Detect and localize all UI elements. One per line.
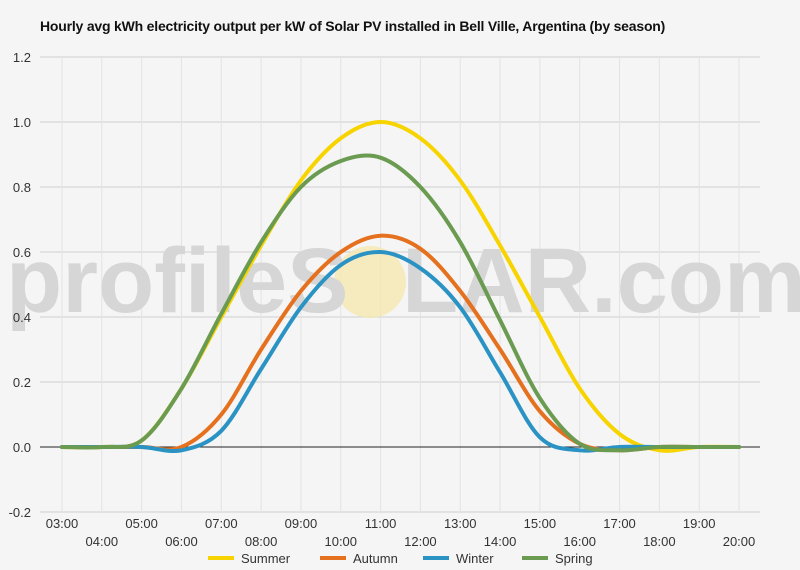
x-tick-label: 05:00 xyxy=(125,516,158,531)
series-lines xyxy=(60,120,741,453)
y-tick-label: -0.2 xyxy=(9,505,31,520)
grid-lines xyxy=(40,56,760,513)
chart-title: Hourly avg kWh electricity output per kW… xyxy=(40,18,666,34)
watermark-sun-icon xyxy=(334,246,406,318)
y-tick-label: 0.8 xyxy=(13,180,31,195)
x-tick-label: 15:00 xyxy=(524,516,557,531)
x-tick-label: 11:00 xyxy=(365,516,397,531)
series-line-spring xyxy=(60,153,741,453)
legend-label-winter: Winter xyxy=(456,551,494,566)
watermark: profileS LAR.com xyxy=(6,230,800,332)
watermark-text-left: profileS xyxy=(6,230,348,332)
x-tick-label: 18:00 xyxy=(643,534,676,549)
y-tick-label: 1.2 xyxy=(13,50,31,65)
x-tick-label: 09:00 xyxy=(285,516,318,531)
y-tick-label: 1.0 xyxy=(13,115,31,130)
x-tick-label: 08:00 xyxy=(245,534,278,549)
y-tick-label: 0.0 xyxy=(13,440,31,455)
x-tick-label: 13:00 xyxy=(444,516,477,531)
x-tick-label: 04:00 xyxy=(86,534,119,549)
x-tick-label: 14:00 xyxy=(484,534,517,549)
y-tick-label: 0.4 xyxy=(13,310,31,325)
x-tick-label: 07:00 xyxy=(205,516,238,531)
x-tick-label: 03:00 xyxy=(46,516,79,531)
axes: -0.2 0.0 0.2 0.4 0.6 0.8 1.0 1.2 03:00 04:00 05:00… xyxy=(9,50,760,549)
legend-label-spring: Spring xyxy=(555,551,593,566)
legend-label-summer: Summer xyxy=(241,551,291,566)
y-tick-label: 0.6 xyxy=(13,245,31,260)
x-tick-label: 17:00 xyxy=(603,516,636,531)
x-tick-label: 20:00 xyxy=(723,534,756,549)
x-tick-label: 12:00 xyxy=(404,534,437,549)
x-tick-label: 16:00 xyxy=(563,534,596,549)
y-tick-label: 0.2 xyxy=(13,375,31,390)
legend: Summer Autumn Winter Spring xyxy=(208,551,593,566)
series-line-winter xyxy=(60,249,741,453)
x-tick-label: 19:00 xyxy=(683,516,716,531)
x-tick-label: 10:00 xyxy=(324,534,357,549)
watermark-text-right: LAR.com xyxy=(402,230,800,332)
x-tick-label: 06:00 xyxy=(165,534,198,549)
legend-label-autumn: Autumn xyxy=(353,551,398,566)
